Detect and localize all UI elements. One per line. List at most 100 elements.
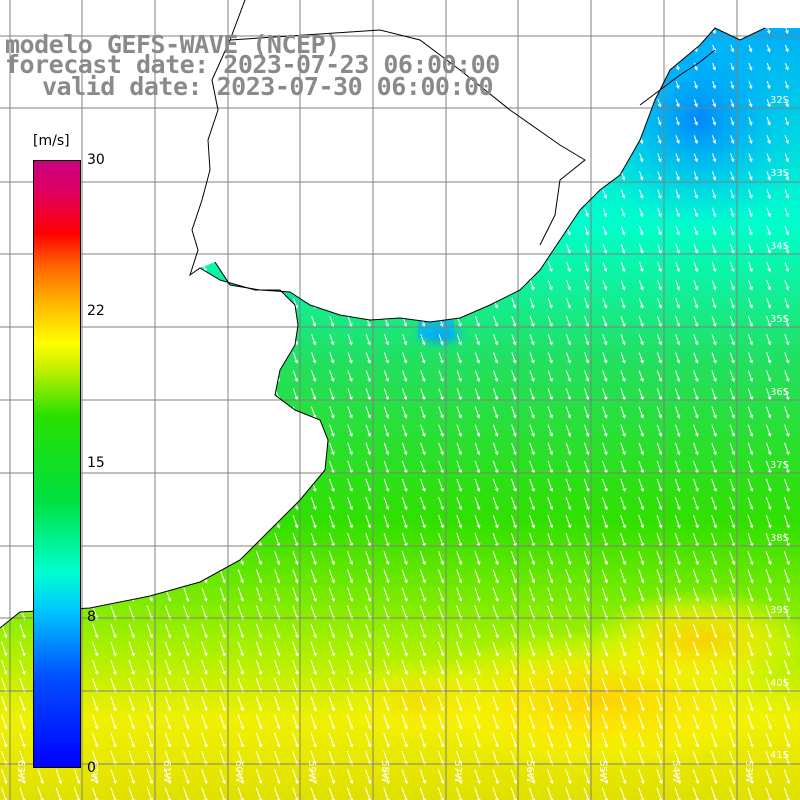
wind-arrow: [183, 787, 190, 800]
wind-arrow: [274, 732, 281, 748]
wind-arrow: [475, 297, 480, 309]
wind-arrow: [92, 787, 99, 800]
wind-arrow: [2, 171, 7, 181]
wind-arrow: [474, 478, 481, 492]
longitude-label: 57W: [452, 760, 463, 783]
wind-arrow: [657, 99, 662, 108]
wind-arrow: [438, 514, 444, 529]
wind-arrow: [748, 225, 753, 236]
colorbar-tick-15: 15: [87, 455, 105, 471]
wind-arrow: [292, 714, 299, 730]
wind-arrow: [747, 551, 754, 566]
wind-arrow: [729, 587, 736, 602]
wind-arrow: [329, 279, 335, 291]
wind-arrow: [711, 171, 717, 181]
wind-arrow: [365, 406, 371, 419]
wind-arrow: [529, 551, 536, 566]
wind-arrow: [419, 714, 426, 730]
wind-arrow: [529, 243, 535, 255]
wind-arrow: [419, 551, 426, 566]
wind-arrow: [529, 406, 535, 419]
wind-arrow: [328, 769, 335, 785]
wind-arrow: [19, 569, 26, 584]
wind-arrow: [510, 623, 517, 639]
wind-arrow: [620, 261, 626, 273]
wind-arrow: [256, 297, 262, 309]
wind-arrow: [493, 243, 498, 255]
wind-arrow: [692, 696, 699, 712]
wind-arrow: [1, 406, 7, 419]
wind-arrow: [747, 732, 754, 748]
wind-arrow: [748, 80, 753, 90]
wind-arrow: [219, 533, 226, 547]
wind-arrow: [92, 279, 98, 291]
wind-arrow: [511, 478, 517, 492]
wind-arrow: [220, 189, 225, 199]
wind-arrow: [438, 135, 444, 145]
wind-arrow: [110, 769, 117, 785]
wind-arrow: [639, 189, 644, 199]
wind-arrow: [601, 787, 608, 800]
wind-arrow: [147, 442, 153, 456]
wind-arrow: [748, 153, 753, 163]
wind-arrow: [147, 478, 153, 492]
wind-arrow: [639, 80, 644, 90]
wind-arrow: [165, 442, 171, 456]
wind-arrow: [165, 261, 171, 273]
wind-arrow: [656, 641, 663, 657]
uruguay-border: [229, 29, 586, 246]
wind-arrow: [93, 207, 98, 218]
wind-arrow: [165, 569, 172, 584]
wind-arrow: [693, 225, 699, 236]
wind-arrow: [383, 334, 389, 346]
wind-arrow: [620, 514, 626, 529]
wind-arrow: [274, 714, 281, 730]
wind-arrow: [111, 261, 116, 273]
wind-arrow: [784, 80, 789, 90]
wind-arrow: [530, 117, 535, 126]
wind-arrow: [365, 696, 372, 712]
wind-arrow: [747, 641, 754, 657]
wind-arrow: [347, 370, 353, 383]
wind-arrow: [547, 334, 553, 346]
wind-arrow: [328, 732, 335, 748]
wind-arrow: [256, 153, 262, 163]
wind-arrow: [712, 62, 716, 71]
longitude-label: 54W: [670, 760, 681, 783]
longitude-label: 60W: [233, 760, 244, 783]
wind-arrow: [384, 117, 389, 126]
wind-arrow: [765, 641, 772, 657]
wind-arrow: [165, 153, 171, 163]
wind-arrow: [256, 243, 262, 255]
wind-arrow: [329, 316, 335, 328]
wind-arrow: [547, 514, 554, 529]
wind-arrow: [1, 533, 8, 547]
wind-arrow: [366, 189, 371, 199]
wind-arrow: [347, 406, 353, 419]
wind-arrow: [511, 261, 517, 273]
wind-arrow: [710, 787, 718, 800]
longitude-label: 53W: [743, 760, 754, 783]
wind-arrow: [730, 44, 735, 53]
wind-arrow: [784, 370, 790, 383]
wind-arrow: [675, 171, 680, 181]
wind-arrow: [765, 551, 772, 566]
wind-arrow: [730, 189, 735, 199]
wind-arrow: [711, 442, 717, 456]
wind-arrow: [566, 189, 571, 199]
wind-arrow: [256, 171, 262, 181]
wind-arrow: [365, 514, 372, 529]
wind-arrow: [674, 787, 681, 800]
wind-arrow: [621, 62, 625, 71]
wind-arrow: [128, 424, 135, 438]
wind-arrow: [656, 370, 663, 383]
wind-arrow: [219, 623, 226, 639]
wind-arrow: [511, 297, 517, 309]
wind-arrow: [510, 769, 517, 785]
wind-arrow: [146, 569, 153, 584]
wind-arrow: [1, 714, 8, 730]
wind-arrow: [347, 587, 354, 602]
wind-arrow: [584, 279, 590, 291]
wind-arrow: [219, 787, 226, 800]
wind-arrow: [146, 514, 153, 529]
